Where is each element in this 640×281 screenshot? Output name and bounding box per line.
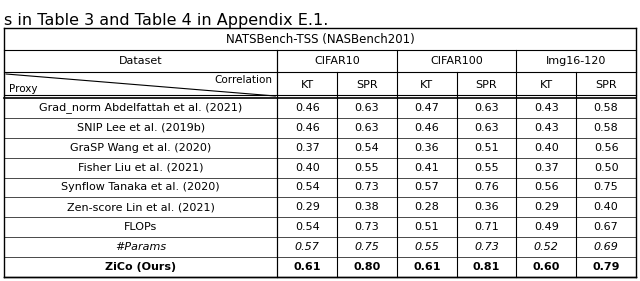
Text: 0.80: 0.80 [353, 262, 381, 272]
Text: 0.60: 0.60 [532, 262, 560, 272]
Text: CIFAR10: CIFAR10 [314, 56, 360, 66]
Text: 0.40: 0.40 [295, 163, 319, 173]
Text: #Params: #Params [115, 242, 166, 252]
Text: 0.55: 0.55 [355, 163, 380, 173]
Text: 0.56: 0.56 [594, 143, 618, 153]
Text: 0.52: 0.52 [534, 242, 559, 252]
Text: NATSBench-TSS (NASBench201): NATSBench-TSS (NASBench201) [226, 33, 414, 46]
Text: 0.63: 0.63 [355, 123, 380, 133]
Text: 0.40: 0.40 [534, 143, 559, 153]
Text: 0.43: 0.43 [534, 103, 559, 113]
Text: SPR: SPR [476, 80, 497, 90]
Text: 0.81: 0.81 [473, 262, 500, 272]
Text: 0.61: 0.61 [293, 262, 321, 272]
Text: 0.46: 0.46 [414, 123, 439, 133]
Text: 0.73: 0.73 [355, 222, 380, 232]
Text: 0.29: 0.29 [295, 202, 319, 212]
Text: Grad_norm Abdelfattah et al. (2021): Grad_norm Abdelfattah et al. (2021) [39, 103, 243, 114]
Text: 0.46: 0.46 [295, 123, 319, 133]
Text: 0.51: 0.51 [415, 222, 439, 232]
Text: 0.69: 0.69 [594, 242, 618, 252]
Text: 0.54: 0.54 [355, 143, 380, 153]
Text: Img16-120: Img16-120 [546, 56, 607, 66]
Text: 0.41: 0.41 [414, 163, 439, 173]
Text: 0.71: 0.71 [474, 222, 499, 232]
Text: 0.47: 0.47 [414, 103, 439, 113]
Text: 0.75: 0.75 [355, 242, 380, 252]
Text: Dataset: Dataset [119, 56, 163, 66]
Text: 0.61: 0.61 [413, 262, 440, 272]
Text: 0.29: 0.29 [534, 202, 559, 212]
Text: 0.55: 0.55 [474, 163, 499, 173]
Text: 0.79: 0.79 [593, 262, 620, 272]
Text: KT: KT [420, 80, 433, 90]
Text: 0.36: 0.36 [474, 202, 499, 212]
Text: GraSP Wang et al. (2020): GraSP Wang et al. (2020) [70, 143, 211, 153]
Text: 0.57: 0.57 [414, 182, 439, 192]
Text: 0.36: 0.36 [415, 143, 439, 153]
Text: 0.54: 0.54 [295, 182, 319, 192]
Text: 0.63: 0.63 [355, 103, 380, 113]
Text: 0.43: 0.43 [534, 123, 559, 133]
Text: 0.40: 0.40 [594, 202, 618, 212]
Text: 0.58: 0.58 [594, 123, 618, 133]
Text: 0.63: 0.63 [474, 103, 499, 113]
Text: KT: KT [301, 80, 314, 90]
Text: 0.50: 0.50 [594, 163, 618, 173]
Text: 0.58: 0.58 [594, 103, 618, 113]
Text: 0.38: 0.38 [355, 202, 380, 212]
Text: 0.37: 0.37 [534, 163, 559, 173]
Text: ZiCo (Ours): ZiCo (Ours) [105, 262, 176, 272]
Text: FLOPs: FLOPs [124, 222, 157, 232]
Text: Zen-score Lin et al. (2021): Zen-score Lin et al. (2021) [67, 202, 214, 212]
Text: 0.54: 0.54 [295, 222, 319, 232]
Text: 0.55: 0.55 [414, 242, 439, 252]
Text: 0.73: 0.73 [355, 182, 380, 192]
Text: SPR: SPR [595, 80, 617, 90]
Text: Fisher Liu et al. (2021): Fisher Liu et al. (2021) [78, 163, 204, 173]
Text: KT: KT [540, 80, 553, 90]
Text: 0.46: 0.46 [295, 103, 319, 113]
Text: Synflow Tanaka et al. (2020): Synflow Tanaka et al. (2020) [61, 182, 220, 192]
Text: Proxy: Proxy [9, 84, 38, 94]
Text: SPR: SPR [356, 80, 378, 90]
Text: s in Table 3 and Table 4 in Appendix E.1.: s in Table 3 and Table 4 in Appendix E.1… [4, 13, 328, 28]
Text: CIFAR100: CIFAR100 [430, 56, 483, 66]
Text: 0.63: 0.63 [474, 123, 499, 133]
Text: 0.73: 0.73 [474, 242, 499, 252]
Text: 0.37: 0.37 [295, 143, 319, 153]
Text: SNIP Lee et al. (2019b): SNIP Lee et al. (2019b) [77, 123, 205, 133]
Text: 0.75: 0.75 [594, 182, 618, 192]
Text: 0.67: 0.67 [594, 222, 618, 232]
Text: 0.49: 0.49 [534, 222, 559, 232]
Text: 0.56: 0.56 [534, 182, 559, 192]
Text: Correlation: Correlation [214, 75, 272, 85]
Text: 0.57: 0.57 [295, 242, 319, 252]
Text: 0.28: 0.28 [414, 202, 439, 212]
Text: 0.76: 0.76 [474, 182, 499, 192]
Text: 0.51: 0.51 [474, 143, 499, 153]
